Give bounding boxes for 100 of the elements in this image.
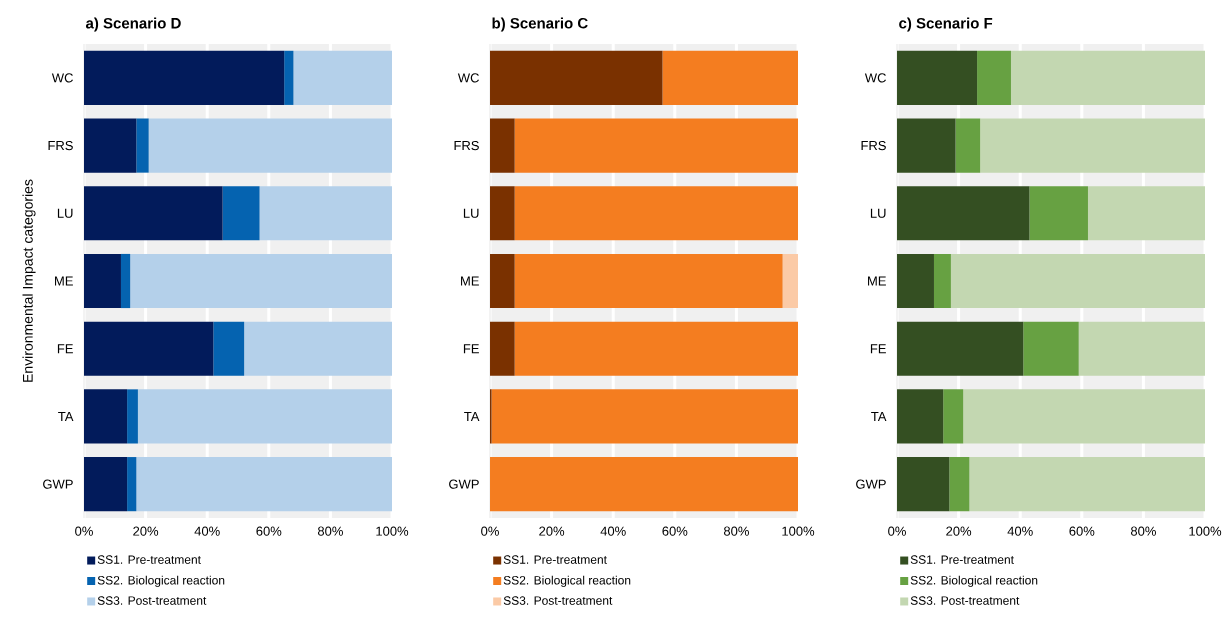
bar: [84, 50, 285, 105]
bar: [490, 118, 515, 173]
y-tick-label: GWP: [43, 479, 73, 489]
bar: [84, 118, 137, 173]
y-tick-label: LU: [463, 208, 479, 218]
bar: [897, 118, 956, 173]
chart-title: b) Scenario C: [492, 17, 588, 32]
y-tick-label: WC: [864, 73, 886, 83]
x-tick-label: 20%: [946, 526, 972, 536]
bar: [897, 457, 950, 512]
bar: [148, 118, 392, 173]
bar: [491, 389, 799, 444]
bar: [943, 389, 964, 444]
bar: [490, 50, 663, 105]
x-tick-label: 100%: [376, 526, 409, 536]
bar: [782, 253, 799, 309]
x-tick-label: 60%: [1069, 526, 1095, 536]
bar: [127, 389, 138, 444]
x-tick-label: 80%: [1130, 526, 1156, 536]
bar: [259, 186, 392, 241]
bar: [897, 186, 1030, 241]
bar: [969, 457, 1206, 512]
x-tick-label: 20%: [539, 526, 565, 536]
legend-label: SS1. Pre-treatment: [503, 555, 607, 564]
bar: [950, 253, 1206, 309]
legend-label: SS1. Pre-treatment: [97, 555, 201, 564]
bar: [980, 118, 1206, 173]
bar: [84, 457, 128, 512]
bar: [222, 186, 260, 241]
x-tick-label: 40%: [194, 526, 220, 536]
bar: [120, 253, 131, 309]
y-tick-label: WC: [457, 73, 479, 83]
bar: [933, 253, 951, 309]
bar: [490, 186, 515, 241]
bar: [137, 389, 392, 444]
y-tick-label: FRS: [48, 140, 73, 151]
x-tick-label: 40%: [1007, 526, 1033, 536]
y-tick-label: TA: [58, 411, 74, 421]
y-tick-label: ME: [868, 276, 886, 286]
bar: [1029, 186, 1088, 241]
legend-label: SS2. Biological reaction: [503, 575, 631, 587]
x-tick-label: 100%: [782, 526, 815, 536]
bar: [897, 389, 944, 444]
y-tick-label: WC: [51, 73, 73, 83]
chart-title: a) Scenario D: [85, 17, 181, 32]
x-tick-label: 0%: [75, 526, 93, 536]
legend-label: SS3. Post-treatment: [97, 596, 207, 605]
bar: [127, 457, 137, 512]
y-tick-label: GWP: [856, 479, 886, 489]
y-tick-label: LU: [57, 208, 73, 218]
bar: [514, 186, 799, 241]
y-tick-label: TA: [464, 411, 480, 421]
y-tick-label: TA: [871, 411, 887, 421]
legend-label: SS1. Pre-treatment: [910, 555, 1014, 564]
legend-label: SS3. Post-treatment: [503, 596, 613, 605]
y-tick-label: GWP: [449, 479, 479, 489]
chart-title: c) Scenario F: [899, 17, 993, 32]
bar: [84, 186, 223, 241]
bar: [514, 253, 783, 309]
bar: [1023, 321, 1079, 376]
x-tick-label: 20%: [133, 526, 159, 536]
y-axis-title: Environmental Impact categories: [22, 179, 36, 382]
y-tick-label: FRS: [861, 140, 886, 151]
x-tick-label: 100%: [1189, 526, 1222, 536]
bar: [84, 321, 214, 376]
bar: [136, 118, 149, 173]
bar: [84, 253, 121, 309]
y-tick-label: FE: [870, 344, 886, 354]
bar: [514, 321, 799, 376]
bar: [1087, 186, 1206, 241]
y-tick-label: FE: [57, 344, 73, 354]
x-tick-label: 40%: [600, 526, 626, 536]
x-tick-label: 60%: [662, 526, 688, 536]
y-tick-label: ME: [55, 276, 73, 286]
legend-label: SS2. Biological reaction: [97, 575, 225, 587]
bar: [213, 321, 245, 376]
legend-label: SS3. Post-treatment: [910, 596, 1020, 605]
bar: [284, 50, 294, 105]
y-tick-label: FRS: [454, 140, 479, 151]
bar: [662, 50, 799, 105]
bar: [963, 389, 1206, 444]
x-tick-label: 80%: [317, 526, 343, 536]
bar: [977, 50, 1011, 105]
bar: [1078, 321, 1206, 376]
bar: [136, 457, 392, 512]
bar: [490, 457, 799, 512]
bar: [490, 253, 515, 309]
bar: [897, 253, 934, 309]
bar: [1010, 50, 1206, 105]
bar: [130, 253, 392, 309]
y-tick-label: ME: [461, 276, 479, 286]
bar: [84, 389, 128, 444]
bar: [490, 321, 515, 376]
y-tick-label: FE: [463, 344, 479, 354]
legend-label: SS2. Biological reaction: [910, 575, 1038, 587]
x-tick-label: 80%: [723, 526, 749, 536]
x-tick-label: 60%: [256, 526, 282, 536]
bar: [949, 457, 970, 512]
bar: [897, 50, 978, 105]
x-tick-label: 0%: [888, 526, 906, 536]
